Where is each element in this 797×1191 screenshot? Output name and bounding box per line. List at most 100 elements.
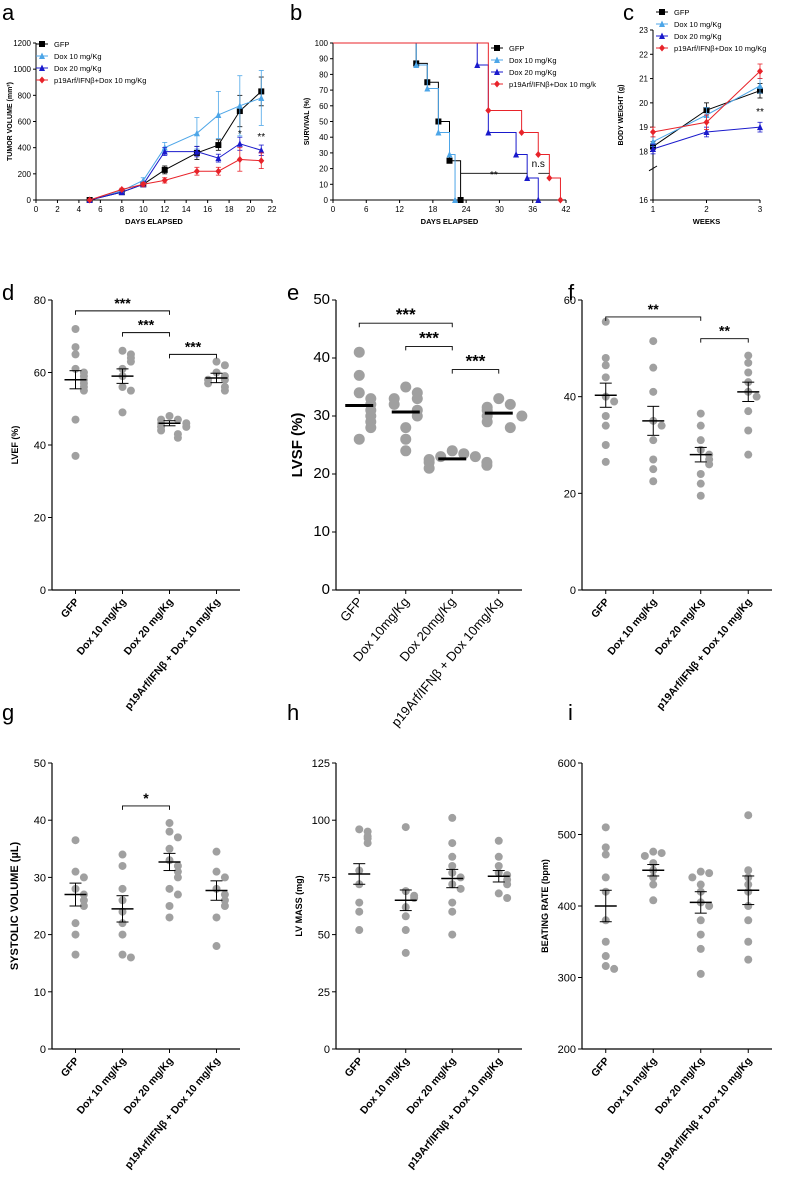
data-point: [400, 445, 412, 457]
y-tick-label: 25: [318, 987, 330, 999]
data-point: [601, 373, 610, 382]
y-tick-label: 16: [639, 196, 648, 205]
x-tick-label: 22: [268, 205, 277, 214]
group: [204, 357, 229, 395]
data-point: [71, 919, 80, 928]
data-point: [649, 880, 658, 889]
legend-marker: [659, 32, 665, 39]
data-point: [353, 387, 365, 399]
data-point: [353, 346, 365, 358]
data-point: [485, 107, 492, 115]
data-point: [118, 186, 125, 194]
legend-marker: [659, 44, 665, 52]
data-point: [79, 902, 88, 910]
data-point: [448, 898, 457, 907]
data-point: [696, 969, 705, 978]
annotation: **: [490, 170, 498, 181]
data-point: [118, 919, 127, 928]
legend-label: Dox 10 mg/Kg: [674, 20, 722, 29]
y-tick-label: 80: [34, 295, 46, 307]
data-point: [649, 465, 658, 474]
category-label: GFP: [342, 1055, 365, 1079]
data-point: [696, 409, 705, 418]
panel-b: b 0 6 12 18 24 30 36 42 0 10 20 30 40 50 60 70 80 90 100 DAY…: [290, 0, 596, 226]
panel-label: e: [287, 280, 299, 305]
data-point: [118, 383, 127, 391]
bracket-line: [75, 310, 170, 315]
data-point: [71, 350, 80, 359]
data-point: [173, 833, 182, 842]
y-tick-label: 60: [34, 368, 46, 380]
data-point: [744, 811, 753, 820]
data-point: [79, 896, 88, 905]
significance-bracket: ***: [405, 328, 453, 351]
legend-label: Dox 20 mg/Kg: [674, 32, 722, 41]
x-tick-label: 0: [331, 205, 336, 214]
data-point: [744, 955, 753, 964]
data-point: [79, 873, 88, 882]
data-point: [696, 867, 705, 876]
x-tick-label: 10: [139, 205, 148, 214]
legend-label: GFP: [54, 40, 69, 49]
data-point: [215, 111, 222, 118]
panel-label: f: [568, 280, 575, 305]
y-tick-label: 40: [313, 349, 330, 366]
data-point: [485, 128, 492, 136]
category-label: p19Arf/IFNβ + Dox 10 mg/Kg: [123, 1055, 223, 1171]
data-point: [696, 479, 705, 488]
data-point: [215, 167, 222, 175]
y-tick-label: 0: [40, 585, 46, 597]
data-point: [212, 913, 221, 922]
data-point: [411, 393, 423, 405]
data-point: [212, 357, 221, 366]
category-label: GFP: [59, 1055, 82, 1079]
category-label: Dox 20 mg/Kg: [653, 1055, 707, 1116]
y-tick-label: 200: [558, 1044, 576, 1056]
data-point: [401, 948, 410, 957]
data-point: [215, 142, 222, 149]
bracket-label: **: [648, 301, 659, 317]
legend-label: Dox 10 mg/Kg: [54, 52, 102, 61]
y-tick-label: 40: [564, 392, 576, 404]
y-tick-label: 50: [313, 291, 330, 308]
category-label: Dox 20 mg/Kg: [404, 1055, 458, 1116]
data-point: [71, 451, 80, 460]
y-tick-label: 75: [318, 872, 330, 884]
data-point: [546, 174, 553, 182]
data-point: [448, 852, 457, 861]
data-point: [165, 412, 174, 420]
data-point: [448, 907, 457, 916]
x-tick-label: 20: [246, 205, 255, 214]
y-tick-label: 22: [639, 50, 648, 59]
bracket-line: [451, 369, 500, 374]
y-tick-label: 40: [34, 440, 46, 452]
data-point: [744, 902, 753, 910]
data-point: [601, 823, 610, 832]
y-tick-label: 40: [34, 815, 46, 827]
data-point: [696, 944, 705, 953]
group: [158, 819, 182, 922]
y-tick-label: 0: [27, 196, 32, 205]
data-point: [79, 386, 88, 395]
x-tick-label: 18: [225, 205, 234, 214]
bracket-line: [700, 338, 749, 343]
x-tick-label: 16: [203, 205, 212, 214]
bracket-label: ***: [419, 328, 439, 347]
bracket-line: [169, 353, 217, 359]
group: [481, 393, 528, 434]
data-point: [601, 317, 610, 326]
data-point: [258, 94, 265, 101]
data-point: [703, 118, 710, 126]
data-point: [649, 436, 658, 445]
category-label: Dox 20 mg/Kg: [653, 596, 707, 657]
bracket-line: [122, 332, 170, 337]
group: [205, 847, 229, 951]
data-point: [401, 912, 410, 921]
y-axis-label: LVSF (%): [289, 413, 306, 478]
data-point: [355, 898, 364, 907]
data-point: [400, 433, 412, 445]
data-point: [388, 398, 400, 410]
data-point: [601, 873, 610, 882]
data-point: [71, 950, 80, 959]
